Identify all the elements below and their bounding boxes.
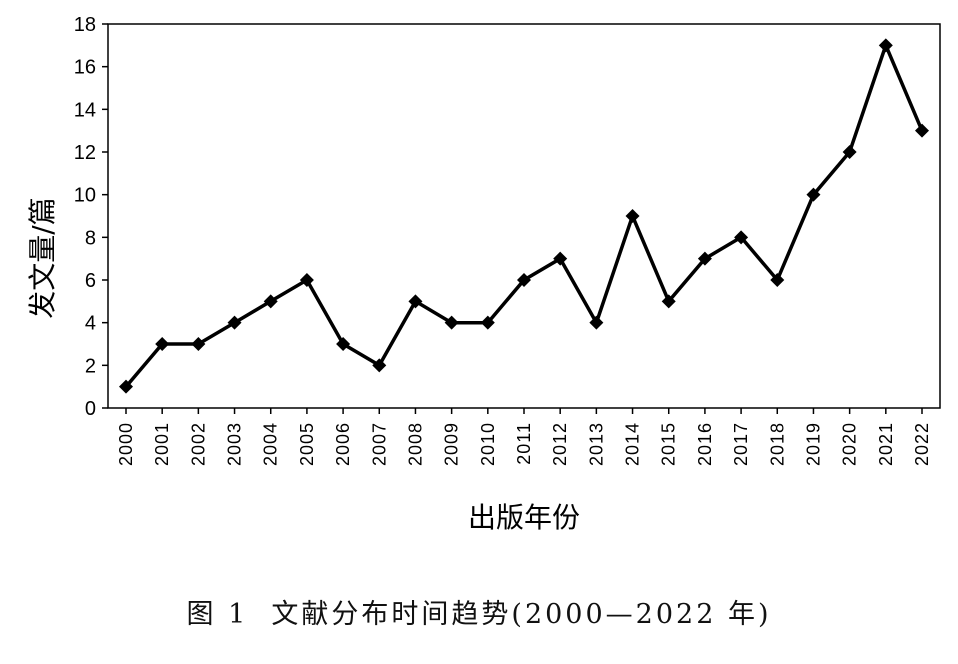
- x-tick-label: 2011: [514, 422, 534, 465]
- x-tick-label: 2000: [116, 422, 136, 466]
- x-tick-label: 2013: [586, 422, 606, 466]
- y-tick-label: 10: [74, 185, 96, 207]
- y-tick-label: 6: [85, 270, 96, 292]
- data-point-2021: [878, 38, 893, 53]
- x-axis-title: 出版年份: [468, 501, 580, 534]
- y-tick-label: 2: [85, 355, 96, 377]
- data-point-2000: [119, 379, 133, 394]
- data-point-2003: [227, 315, 242, 330]
- data-point-2006: [336, 337, 351, 351]
- data-point-2014: [625, 209, 640, 223]
- x-tick-label: 2006: [333, 422, 353, 466]
- y-axis: 0 2 4 6 8 10 12 14 16 18: [74, 14, 108, 420]
- data-point-2007: [372, 358, 387, 373]
- x-tick-label: 2009: [442, 422, 462, 466]
- x-tick-label: 2015: [659, 422, 679, 466]
- x-tick-label: 2010: [478, 422, 498, 466]
- x-tick-label: 2018: [767, 422, 787, 466]
- line-chart: 0 2 4 6 8 10 12 14 16 18 2000 2001 2002 2003 2004 2005…: [26, 14, 941, 534]
- data-point-2020: [842, 145, 857, 159]
- data-point-2013: [589, 315, 604, 330]
- data-point-2016: [697, 251, 712, 266]
- x-tick-label: 2019: [803, 422, 823, 466]
- data-point-2018: [770, 273, 785, 287]
- x-tick-label: 2012: [550, 422, 570, 466]
- y-tick-label: 8: [85, 227, 96, 249]
- y-tick-label: 18: [74, 14, 96, 36]
- x-axis: 2000 2001 2002 2003 2004 2005 2006 2007 2008 2009…: [116, 408, 932, 466]
- data-point-2001: [155, 337, 170, 351]
- x-tick-label: 2004: [261, 422, 281, 466]
- x-tick-label: 2001: [152, 422, 172, 466]
- y-tick-label: 0: [85, 398, 96, 420]
- y-axis-title: 发文量/篇: [26, 197, 59, 318]
- x-tick-label: 2022: [912, 422, 932, 466]
- y-tick-label: 14: [74, 99, 96, 121]
- chart-figure: 0 2 4 6 8 10 12 14 16 18 2000 2001 2002 2003 2004 2005…: [26, 14, 941, 534]
- data-point-2002: [191, 337, 206, 351]
- data-point-2005: [299, 273, 314, 287]
- data-point-2011: [517, 273, 531, 287]
- data-point-2004: [263, 294, 278, 309]
- data-point-2008: [408, 294, 423, 309]
- y-tick-label: 16: [74, 57, 96, 79]
- x-tick-label: 2007: [369, 422, 389, 466]
- data-point-2019: [806, 187, 821, 202]
- series-line: [124, 40, 924, 388]
- x-tick-label: 2021: [876, 422, 896, 466]
- x-tick-label: 2020: [840, 422, 860, 466]
- x-tick-label: 2017: [731, 422, 751, 466]
- figure-caption: 图 1 文献分布时间趋势(2000—2022 年): [186, 599, 772, 630]
- y-tick-label: 4: [85, 313, 96, 335]
- x-tick-label: 2008: [405, 422, 425, 466]
- x-tick-label: 2002: [188, 422, 208, 466]
- x-tick-label: 2014: [623, 422, 643, 466]
- x-tick-label: 2003: [225, 422, 245, 466]
- data-point-2017: [734, 230, 749, 245]
- plot-area-frame: [107, 23, 941, 409]
- data-point-2015: [661, 294, 676, 309]
- data-markers: [119, 38, 929, 394]
- data-point-2009: [444, 315, 459, 330]
- x-tick-label: 2005: [297, 422, 317, 466]
- y-tick-label: 12: [74, 142, 96, 164]
- data-point-2010: [480, 315, 495, 330]
- data-point-2012: [553, 251, 568, 266]
- x-tick-label: 2016: [695, 422, 715, 466]
- data-point-2022: [915, 123, 929, 138]
